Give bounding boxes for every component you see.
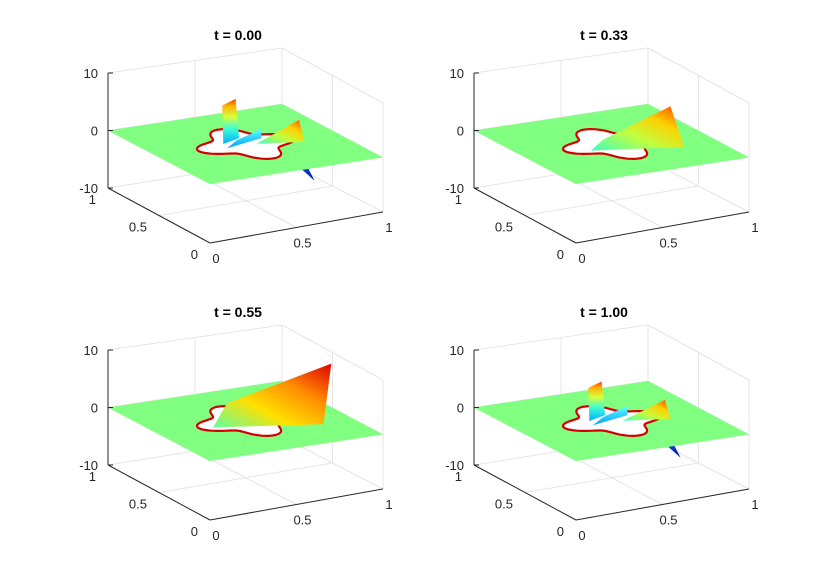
z-tick-label: 0 <box>91 124 98 139</box>
y-tick-label: 1 <box>455 192 462 207</box>
z-tick-label: 0 <box>91 401 98 416</box>
x-tick-label: 1 <box>751 497 758 512</box>
surface-lobe <box>590 106 684 151</box>
subplot-title: t = 1.00 <box>580 304 628 320</box>
z-tick-label: 0 <box>457 124 464 139</box>
z-tick-label: 10 <box>450 66 464 81</box>
x-tick-label: 0.5 <box>659 236 677 251</box>
subplot-3: t = 0.55 10 0 -10 0 0.5 1 1 0.5 0 <box>79 304 392 543</box>
subplot-1: t = 0.00 10 0 -10 0 0.5 1 1 0.5 0 <box>79 27 392 266</box>
y-tick-label: 0 <box>191 247 198 262</box>
y-tick-label: 0.5 <box>129 220 147 235</box>
y-tick-label: 0 <box>191 524 198 539</box>
z-tick-label: 10 <box>84 343 98 358</box>
subplot-4: t = 1.00 10 0 -10 0 0.5 1 1 0.5 0 <box>445 304 758 543</box>
x-tick-label: 0.5 <box>293 236 311 251</box>
y-tick-label: 0 <box>557 524 564 539</box>
z-tick-label: 0 <box>457 401 464 416</box>
z-tick-label: -10 <box>445 458 464 473</box>
x-tick-label: 0.5 <box>659 513 677 528</box>
x-tick-label: 0.5 <box>293 513 311 528</box>
x-tick-label: 0 <box>212 528 219 543</box>
surface-lobe <box>588 381 671 426</box>
subplot-title: t = 0.55 <box>214 304 262 320</box>
y-tick-label: 0 <box>557 247 564 262</box>
y-tick-label: 0.5 <box>495 220 513 235</box>
x-tick-label: 1 <box>385 220 392 235</box>
y-tick-label: 0.5 <box>495 497 513 512</box>
z-tick-label: -10 <box>445 181 464 196</box>
z-tick-label: -10 <box>79 458 98 473</box>
subplot-2: t = 0.33 10 0 -10 0 0.5 1 1 0.5 0 <box>445 27 758 266</box>
y-tick-label: 1 <box>89 469 96 484</box>
surface-lobe <box>213 363 332 428</box>
x-tick-label: 1 <box>385 497 392 512</box>
z-tick-label: 10 <box>450 343 464 358</box>
interface-curve <box>561 404 662 438</box>
y-tick-label: 0.5 <box>129 497 147 512</box>
y-tick-label: 1 <box>89 192 96 207</box>
subplot-title: t = 0.00 <box>214 27 262 43</box>
z-tick-label: 10 <box>84 66 98 81</box>
x-tick-label: 0 <box>578 528 585 543</box>
x-tick-label: 1 <box>751 220 758 235</box>
x-tick-label: 0 <box>212 251 219 266</box>
z-tick-label: -10 <box>79 181 98 196</box>
surface-lobe <box>222 98 305 149</box>
subplot-title: t = 0.33 <box>580 27 628 43</box>
y-tick-label: 1 <box>455 469 462 484</box>
x-tick-label: 0 <box>578 251 585 266</box>
